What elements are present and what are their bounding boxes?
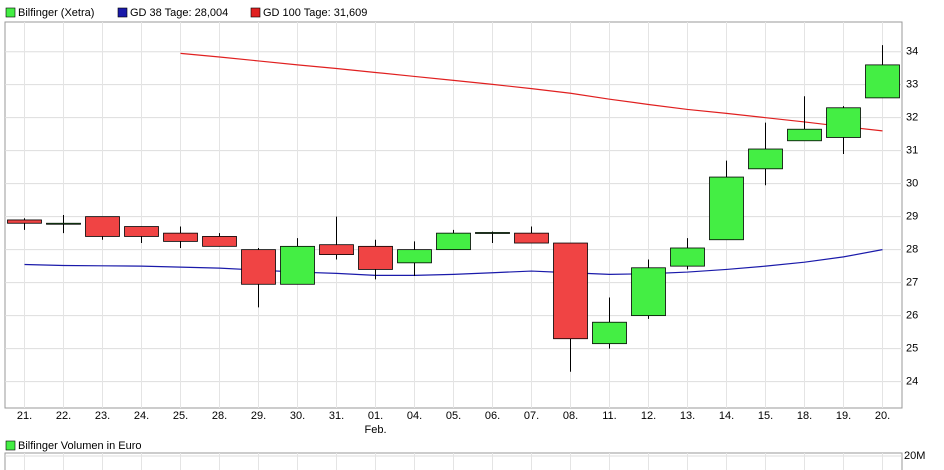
candle-body <box>358 245 393 270</box>
y-tick-label: 34 <box>906 46 918 58</box>
x-tick-label: 14. <box>719 410 734 422</box>
y-tick-label: 26 <box>906 310 918 322</box>
x-tick-label: 07. <box>524 410 539 422</box>
moving-average-line <box>180 52 883 132</box>
y-tick-label: 33 <box>906 79 918 91</box>
candle-body <box>436 232 471 251</box>
candle-body <box>7 219 42 224</box>
x-tick-label: 28. <box>212 410 227 422</box>
x-tick-label: 11. <box>602 410 616 422</box>
candle-body <box>46 222 81 225</box>
legend-swatch <box>5 7 16 18</box>
y-tick-label: 27 <box>906 277 918 289</box>
candle-body <box>631 267 666 317</box>
candle-body <box>748 148 783 170</box>
y-tick-label: 24 <box>906 376 918 388</box>
legend-swatch <box>5 440 16 451</box>
legend-swatch <box>117 7 128 18</box>
legend-swatch <box>250 7 261 18</box>
x-tick-label: 12. <box>641 410 656 422</box>
x-tick-label: 23. <box>95 410 110 422</box>
x-tick-label: 15. <box>758 410 773 422</box>
x-tick-label: 01. <box>368 410 383 422</box>
x-tick-label: 22. <box>56 410 71 422</box>
candle-body <box>280 245 315 285</box>
candle-body <box>475 232 510 234</box>
candle-body <box>124 226 159 237</box>
candle-body <box>319 244 354 255</box>
candle-body <box>553 242 588 340</box>
x-tick-label: 21. <box>17 410 32 422</box>
x-tick-label: 25. <box>173 410 188 422</box>
x-tick-label: 31. <box>329 410 344 422</box>
moving-average-line <box>24 249 883 276</box>
candle-body <box>85 216 120 237</box>
y-tick-label: 32 <box>906 112 918 124</box>
candle-body <box>514 232 549 244</box>
legend-label: GD 100 Tage: 31,609 <box>263 7 367 19</box>
y-tick-label: 31 <box>906 145 918 157</box>
x-tick-label: 18. <box>797 410 812 422</box>
candle-body <box>202 236 237 247</box>
y-tick-label: 30 <box>906 178 918 190</box>
month-label: Feb. <box>364 424 386 436</box>
x-tick-label: 08. <box>563 410 578 422</box>
x-tick-label: 05. <box>446 410 461 422</box>
candle-body <box>241 249 276 285</box>
x-tick-label: 20. <box>875 410 890 422</box>
legend-label: Bilfinger (Xetra) <box>18 7 94 19</box>
candle-body <box>592 321 627 345</box>
x-tick-label: 06. <box>485 410 500 422</box>
y-tick-label: 25 <box>906 343 918 355</box>
candle-body <box>397 249 432 264</box>
y-tick-label: 28 <box>906 244 918 256</box>
candle-body <box>163 232 198 242</box>
candle-body <box>826 107 861 138</box>
x-tick-label: 24. <box>134 410 149 422</box>
candle-body <box>787 128 822 142</box>
y-tick-label: 29 <box>906 211 918 223</box>
candle-body <box>709 176 744 241</box>
volume-legend-label: Bilfinger Volumen in Euro <box>18 440 142 452</box>
y-tick-label: 20M <box>904 450 925 462</box>
legend-label: GD 38 Tage: 28,004 <box>130 7 228 19</box>
candle-body <box>865 64 900 99</box>
x-tick-label: 04. <box>407 410 422 422</box>
x-tick-label: 29. <box>251 410 266 422</box>
x-tick-label: 19. <box>836 410 851 422</box>
x-tick-label: 13. <box>680 410 695 422</box>
candle-body <box>670 247 705 267</box>
x-tick-label: 30. <box>290 410 305 422</box>
